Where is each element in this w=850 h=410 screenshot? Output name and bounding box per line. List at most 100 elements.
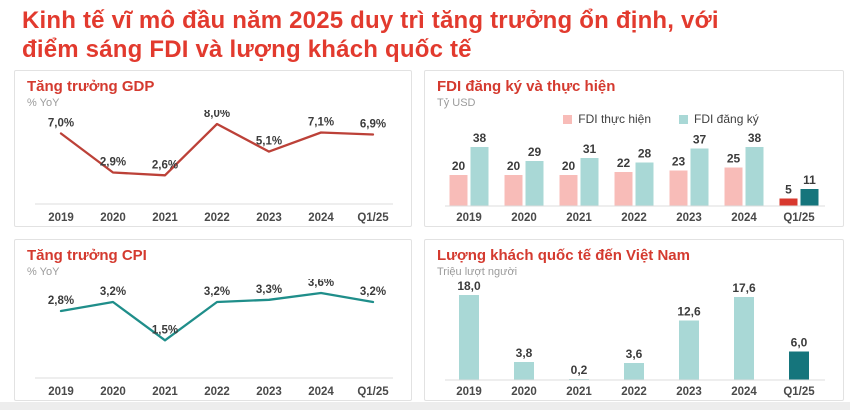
x-tick-label: 2024	[308, 212, 334, 224]
x-tick-label: 2023	[256, 386, 282, 398]
data-label: 2,8%	[48, 295, 74, 307]
x-tick-label: 2022	[621, 212, 647, 224]
chart-subtitle-gdp: % YoY	[27, 97, 60, 109]
fdi-bar	[635, 162, 654, 206]
x-tick-label: 2023	[256, 212, 282, 224]
bar-value-label: 6,0	[791, 336, 808, 350]
legend-swatch-teal	[679, 114, 689, 124]
visitors-bar	[679, 320, 699, 380]
x-tick-label: 2019	[456, 386, 482, 398]
chart-title-gdp: Tăng trưởng GDP	[27, 78, 155, 95]
data-label: 2,6%	[152, 159, 178, 171]
bar-value-label: 12,6	[677, 305, 701, 319]
bar-value-label: 18,0	[457, 279, 481, 293]
bar-value-label: 20	[452, 159, 466, 173]
fdi-bar	[690, 148, 709, 206]
data-label: 2,9%	[100, 156, 126, 168]
chart-subtitle-visitors: Triệu lượt người	[437, 266, 518, 278]
data-label: 7,0%	[48, 118, 74, 130]
fdi-bar	[525, 161, 544, 206]
card-fdi: FDI đăng ký và thực hiện Tỷ USD FDI thực…	[424, 70, 844, 227]
fdi-legend: FDI thực hiện FDI đăng ký	[463, 110, 843, 128]
x-tick-label: 2020	[100, 386, 126, 398]
x-tick-label: 2022	[621, 386, 647, 398]
cpi-line	[59, 291, 375, 342]
bar-value-label: 38	[473, 131, 487, 145]
page-title-line2: điểm sáng FDI và lượng khách quốc tế	[22, 36, 472, 63]
bar-value-label: 17,6	[732, 281, 756, 295]
card-cpi-growth: Tăng trưởng CPI % YoY 2019 2020 2021 2022 20…	[14, 239, 412, 401]
data-label: 3,2%	[360, 286, 386, 298]
x-tick-label: 2020	[511, 212, 537, 224]
visitors-bar	[624, 363, 644, 380]
cpi-line-chart: 2019 2020 2021 2022 2023 2024 Q1/25 2,8% 3,2% 1,5…	[35, 279, 393, 398]
page-title-line1: Kinh tế vĩ mô đầu năm 2025 duy trì tăng …	[22, 7, 719, 34]
bar-value-label: 3,6	[626, 347, 643, 361]
bar-value-label: 37	[693, 133, 707, 147]
fdi-bar	[470, 147, 489, 206]
x-tick-label: 2023	[676, 386, 702, 398]
card-gdp-growth: Tăng trưởng GDP % YoY 2019 2020 2021 2022 20…	[14, 70, 412, 227]
bar-value-label: 5	[785, 182, 792, 196]
x-tick-label: Q1/25	[357, 212, 389, 224]
fdi-bar	[504, 175, 523, 206]
bar-value-label: 29	[528, 145, 542, 159]
x-tick-label: 2021	[566, 386, 592, 398]
data-label: 3,3%	[256, 284, 282, 296]
bar-value-label: 20	[562, 159, 576, 173]
x-tick-label: Q1/25	[783, 386, 815, 398]
bar-value-label: 11	[803, 173, 816, 187]
fdi-bar	[559, 175, 578, 206]
bar-value-label: 3,8	[516, 346, 533, 360]
chart-subtitle-cpi: % YoY	[27, 266, 60, 278]
x-tick-label: 2021	[566, 212, 592, 224]
x-tick-label: 2022	[204, 212, 230, 224]
data-label: 8,0%	[204, 110, 230, 120]
bar-value-label: 25	[727, 151, 741, 165]
bar-value-label: 23	[672, 154, 686, 168]
card-visitors: Lượng khách quốc tế đến Việt Nam Triệu l…	[424, 239, 844, 401]
x-tick-label: 2019	[456, 212, 482, 224]
data-label: 6,9%	[360, 118, 386, 130]
chart-title-cpi: Tăng trưởng CPI	[27, 247, 147, 264]
gdp-line	[59, 122, 375, 177]
legend-label-fdi-implemented: FDI thực hiện	[578, 112, 652, 126]
bar-value-label: 28	[638, 147, 652, 161]
x-tick-label: 2022	[204, 386, 230, 398]
fdi-bar	[800, 188, 819, 206]
gdp-line-chart: 2019 2020 2021 2022 2023 2024 Q1/25 7,0% 2,9% 2,6…	[35, 110, 393, 224]
data-label: 1,5%	[152, 324, 178, 336]
x-tick-label: 2020	[511, 386, 537, 398]
legend-item-fdi-registered: FDI đăng ký	[679, 112, 759, 126]
x-tick-label: Q1/25	[357, 386, 389, 398]
x-tick-label: 2021	[152, 212, 178, 224]
fdi-bar	[614, 171, 633, 206]
fdi-bar	[745, 147, 764, 206]
x-tick-label: 2024	[308, 386, 334, 398]
data-label: 3,6%	[308, 279, 334, 289]
page-title: Kinh tế vĩ mô đầu năm 2025 duy trì tăng …	[0, 0, 850, 70]
visitors-bar	[514, 362, 534, 380]
data-label: 3,2%	[204, 286, 230, 298]
visitors-bar-chart: 18,0 3,8 0,2 3,6 12,6 17,6 6,0 2019 2020 2021 2022…	[445, 279, 825, 398]
charts-grid: Tăng trưởng GDP % YoY 2019 2020 2021 2022 20…	[0, 70, 850, 401]
bar-value-label: 20	[507, 159, 521, 173]
x-tick-label: 2019	[48, 212, 74, 224]
x-tick-label: 2024	[731, 212, 757, 224]
x-tick-label: 2023	[676, 212, 702, 224]
bar-value-label: 31	[583, 142, 597, 156]
visitors-bar	[734, 296, 754, 380]
legend-swatch-pink	[563, 114, 573, 124]
chart-title-fdi: FDI đăng ký và thực hiện	[437, 78, 616, 95]
bar-value-label: 22	[617, 156, 631, 170]
fdi-bar	[580, 157, 599, 206]
fdi-bar	[669, 170, 688, 206]
x-tick-label: 2019	[48, 386, 74, 398]
legend-label-fdi-registered: FDI đăng ký	[694, 112, 759, 126]
x-tick-label: 2024	[731, 386, 757, 398]
chart-subtitle-fdi: Tỷ USD	[437, 97, 476, 109]
fdi-bar	[779, 198, 798, 206]
data-label: 3,2%	[100, 286, 126, 298]
